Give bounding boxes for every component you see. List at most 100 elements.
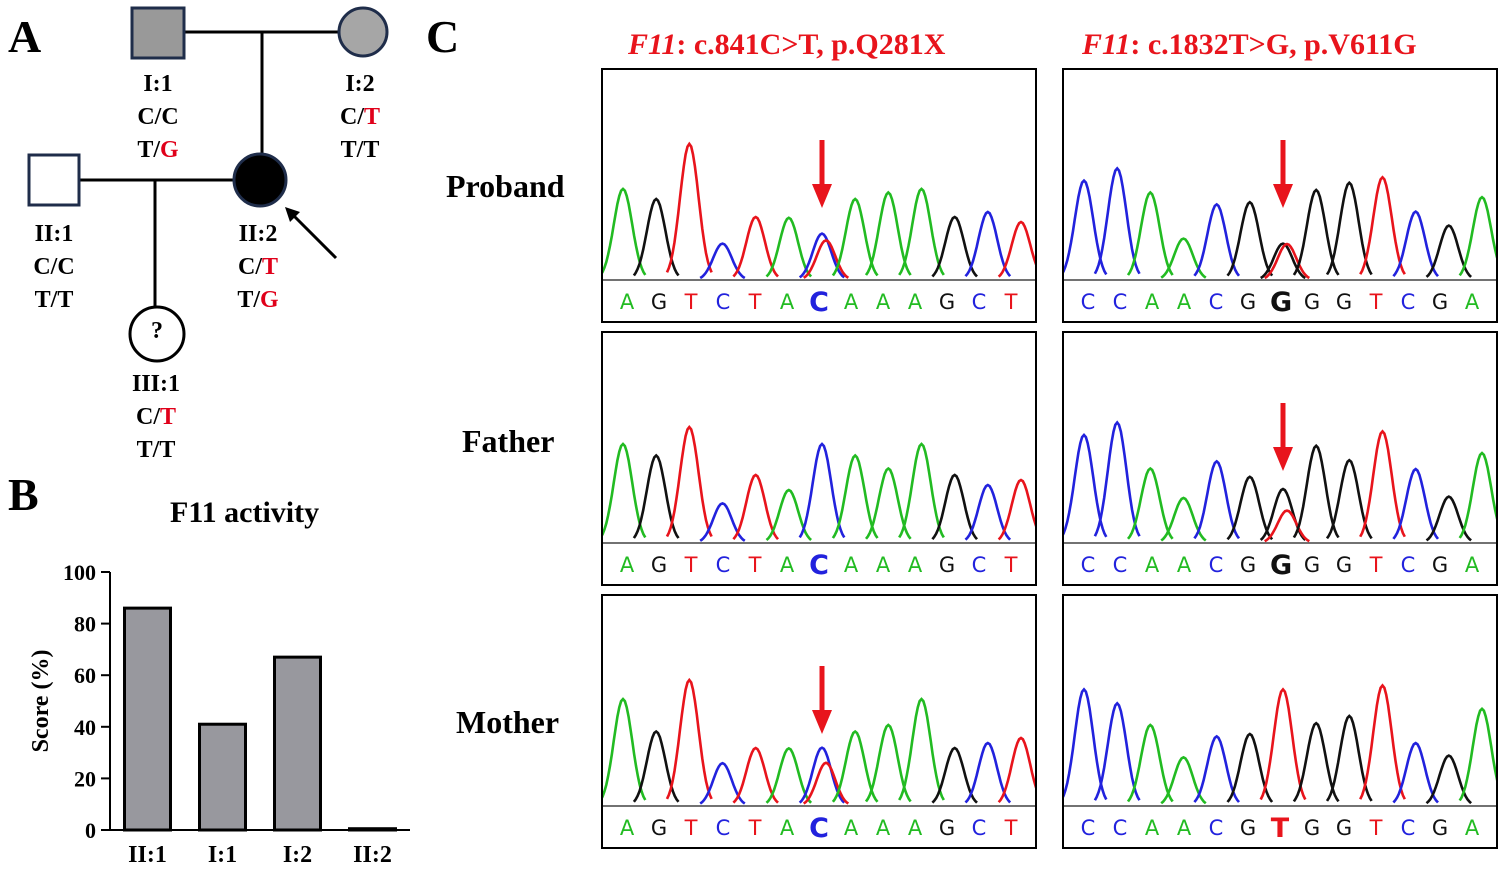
base-call: C [1400,553,1416,577]
base-call: C [715,290,731,314]
base-call: A [907,553,923,577]
trace-peak [898,187,945,276]
base-call: T [684,290,698,314]
base-call: G [1431,553,1449,577]
row-label-proband: Proband [446,168,565,204]
x-tick-label: I:2 [283,842,312,868]
chromatogram-trace [1064,140,1496,281]
trace-peak [1126,466,1174,540]
base-call: A [907,816,923,840]
base-call: C [971,816,987,840]
x-tick-label: II:2 [353,842,392,868]
trace-peak [1064,178,1108,276]
base-call: A [619,816,635,840]
base-call: A [1464,290,1480,314]
trace-peak [1193,459,1241,540]
trace-peak [1193,202,1241,277]
mutation-arrow-head [1273,184,1293,208]
base-call: T [1369,553,1383,577]
base-call: C [1400,816,1416,840]
trace-peak [798,746,846,804]
base-call: C [1080,816,1096,840]
trace-peak-secondary [802,238,850,279]
seq-title-col2: F11: c.1832T>G, p.V611G [1082,28,1417,61]
trace-peak [931,215,978,278]
base-call: G [1431,290,1449,314]
base-call: A [1144,290,1160,314]
base-call: G [1303,290,1321,314]
trace-peak-secondary [1264,509,1310,543]
trace-peak [864,466,912,540]
trace-peak [1292,443,1340,539]
pedigree-label-ii2: II:2 C/T T/G [237,221,279,313]
y-tick-label: 40 [74,715,96,740]
chart-title: F11 activity [170,496,320,529]
seq-title-col1: F11: c.841C>T, p.Q281X [628,28,946,61]
trace-peak [1259,687,1307,801]
pedigree-label-iii1: III:1 C/T T/T [131,371,180,463]
f11-activity-chart: 0 20 40 60 80 100 Score (%) II:1 I:1 I:2 II:2 [28,560,410,868]
base-call: C [1112,816,1128,840]
trace-peak [1193,734,1241,803]
trace-peak [1458,706,1496,802]
chromatogram-trace [1064,683,1496,807]
trace-peak [732,215,779,278]
bar [198,722,247,832]
base-call: T [748,290,762,314]
base-call: C [1208,290,1224,314]
base-call: G [1270,286,1293,318]
base-call: G [1303,553,1321,577]
trace-peak [964,210,1012,278]
base-call: A [843,816,859,840]
trace-peak [798,442,846,539]
trace-peak [1093,701,1141,801]
trace-peak [898,697,945,801]
chromatogram-trace [603,425,1035,544]
y-tick-label: 20 [74,766,96,791]
base-call: T [1004,290,1018,314]
trace-peak [1458,195,1496,277]
base-call: G [1239,290,1257,314]
base-call: G [1239,553,1257,577]
base-call: A [1464,553,1480,577]
trace-peak [699,761,746,805]
base-call: A [875,290,891,314]
pedigree-label-i1: I:1 C/C T/G [137,71,179,163]
trace-peak [831,729,879,803]
base-call: A [779,816,795,840]
x-tick-label: I:1 [208,842,237,868]
base-call: C [1208,553,1224,577]
base-call: G [650,816,668,840]
base-call: A [875,553,891,577]
base-call: C [715,553,731,577]
trace-peak [732,473,780,541]
base-call: G [650,553,668,577]
trace-peak [1292,188,1340,276]
trace-peak [831,453,879,539]
base-call: C [1080,290,1096,314]
unknown-status-symbol: ? [151,318,163,344]
pedigree-male-i1 [130,6,186,60]
bar [348,827,397,832]
chromatogram-trace [603,140,1035,281]
trace-peak [665,425,713,538]
mutation-arrow-head [812,710,832,734]
trace-peak [831,197,879,277]
base-call: C [1112,553,1128,577]
y-axis-label: Score (%) [28,650,54,753]
pedigree-female-i2 [337,6,389,58]
base-call: A [779,290,795,314]
proband-arrow [290,212,338,260]
y-tick-label: 0 [85,818,96,843]
base-call: G [938,553,956,577]
trace-peak [1126,723,1174,803]
panel-label-c: C [426,11,460,62]
